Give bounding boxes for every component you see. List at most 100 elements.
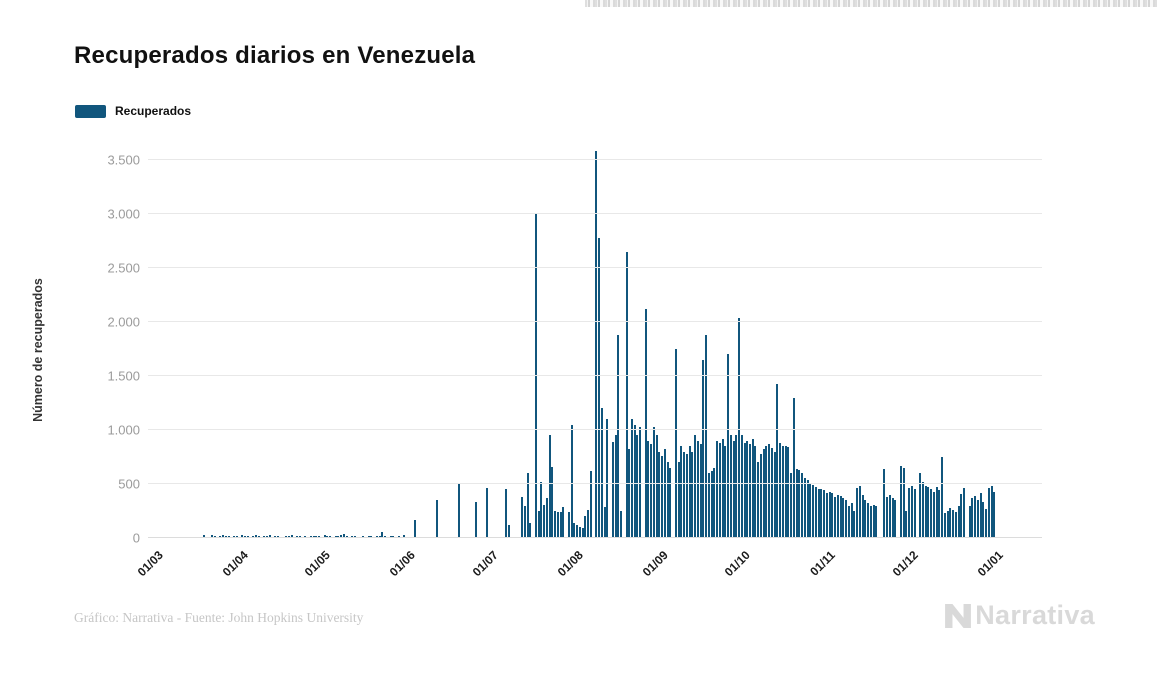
bar-recuperados[interactable] [842, 498, 845, 538]
bar-recuperados[interactable] [773, 451, 776, 538]
bar-recuperados[interactable] [770, 448, 773, 538]
bar-recuperados[interactable] [562, 506, 565, 538]
bar-recuperados[interactable] [663, 449, 666, 538]
bar-recuperados[interactable] [856, 488, 859, 538]
bar-recuperados[interactable] [776, 383, 779, 538]
bar-recuperados[interactable] [740, 435, 743, 538]
bar-recuperados[interactable] [378, 535, 381, 538]
bar-recuperados[interactable] [290, 535, 293, 538]
bar-recuperados[interactable] [754, 446, 757, 538]
bar-recuperados[interactable] [342, 534, 345, 538]
bar-recuperados[interactable] [691, 451, 694, 538]
bar-recuperados[interactable] [705, 334, 708, 538]
bar-recuperados[interactable] [241, 535, 244, 538]
bar-recuperados[interactable] [910, 486, 913, 538]
bar-recuperados[interactable] [864, 500, 867, 538]
bar-recuperados[interactable] [268, 535, 271, 538]
bar-recuperados[interactable] [814, 487, 817, 538]
bar-recuperados[interactable] [985, 508, 988, 538]
bar-recuperados[interactable] [540, 481, 543, 538]
bar-recuperados[interactable] [759, 453, 762, 538]
bar-recuperados[interactable] [820, 489, 823, 538]
bar-recuperados[interactable] [567, 512, 570, 538]
bar-recuperados[interactable] [921, 481, 924, 538]
bar-recuperados[interactable] [523, 505, 526, 538]
bar-recuperados[interactable] [381, 531, 384, 538]
bar-recuperados[interactable] [853, 511, 856, 538]
bar-recuperados[interactable] [738, 317, 741, 538]
bar-recuperados[interactable] [792, 397, 795, 538]
bar-recuperados[interactable] [927, 487, 930, 538]
bar-recuperados[interactable] [702, 359, 705, 538]
bar-recuperados[interactable] [894, 500, 897, 538]
bar-recuperados[interactable] [652, 426, 655, 538]
bar-recuperados[interactable] [718, 442, 721, 538]
bar-recuperados[interactable] [603, 506, 606, 538]
bar-recuperados[interactable] [834, 496, 837, 538]
bar-recuperados[interactable] [732, 440, 735, 538]
bar-recuperados[interactable] [735, 435, 738, 538]
bar-recuperados[interactable] [941, 457, 944, 538]
bar-recuperados[interactable] [869, 505, 872, 538]
bar-recuperados[interactable] [504, 488, 507, 538]
bar-recuperados[interactable] [655, 435, 658, 538]
bar-recuperados[interactable] [790, 473, 793, 538]
bar-recuperados[interactable] [924, 486, 927, 538]
bar-recuperados[interactable] [779, 442, 782, 538]
bar-recuperados[interactable] [669, 467, 672, 538]
bar-recuperados[interactable] [639, 426, 642, 538]
bar-recuperados[interactable] [957, 505, 960, 538]
bar-recuperados[interactable] [628, 449, 631, 538]
bar-recuperados[interactable] [436, 500, 439, 538]
bar-recuperados[interactable] [263, 535, 266, 538]
bar-recuperados[interactable] [784, 446, 787, 538]
bar-recuperados[interactable] [867, 503, 870, 538]
bar-recuperados[interactable] [762, 449, 765, 538]
bar-recuperados[interactable] [589, 471, 592, 538]
legend-item-recuperados[interactable]: Recuperados [75, 104, 191, 118]
bar-recuperados[interactable] [570, 424, 573, 538]
bar-recuperados[interactable] [746, 440, 749, 538]
bar-recuperados[interactable] [757, 462, 760, 538]
bar-recuperados[interactable] [235, 535, 238, 538]
bar-recuperados[interactable] [666, 462, 669, 538]
bar-recuperados[interactable] [276, 535, 279, 538]
bar-recuperados[interactable] [891, 498, 894, 538]
bar-recuperados[interactable] [581, 527, 584, 538]
bar-recuperados[interactable] [633, 424, 636, 538]
bar-recuperados[interactable] [825, 492, 828, 538]
bar-recuperados[interactable] [309, 535, 312, 538]
bar-recuperados[interactable] [337, 535, 340, 538]
bar-recuperados[interactable] [545, 498, 548, 538]
bar-recuperados[interactable] [543, 504, 546, 538]
bar-recuperados[interactable] [993, 491, 996, 538]
bar-recuperados[interactable] [971, 498, 974, 538]
bar-recuperados[interactable] [598, 237, 601, 538]
bar-recuperados[interactable] [227, 535, 230, 538]
bar-recuperados[interactable] [219, 535, 222, 538]
bar-recuperados[interactable] [724, 446, 727, 538]
bar-recuperados[interactable] [537, 511, 540, 538]
bar-recuperados[interactable] [458, 484, 461, 538]
bar-recuperados[interactable] [919, 473, 922, 538]
bar-recuperados[interactable] [781, 446, 784, 538]
bar-recuperados[interactable] [315, 535, 318, 538]
bar-recuperados[interactable] [812, 485, 815, 538]
bar-recuperados[interactable] [905, 511, 908, 538]
bar-recuperados[interactable] [845, 500, 848, 538]
bar-recuperados[interactable] [946, 511, 949, 538]
bar-recuperados[interactable] [625, 251, 628, 538]
bar-recuperados[interactable] [617, 334, 620, 538]
bar-recuperados[interactable] [620, 511, 623, 538]
bar-recuperados[interactable] [521, 496, 524, 538]
bar-recuperados[interactable] [713, 467, 716, 538]
bar-recuperados[interactable] [661, 455, 664, 538]
bar-recuperados[interactable] [587, 509, 590, 538]
bar-recuperados[interactable] [526, 473, 529, 538]
bar-recuperados[interactable] [743, 442, 746, 538]
bar-recuperados[interactable] [801, 473, 804, 538]
bar-recuperados[interactable] [886, 496, 889, 538]
bar-recuperados[interactable] [932, 491, 935, 538]
bar-recuperados[interactable] [647, 440, 650, 538]
bar-recuperados[interactable] [573, 523, 576, 538]
